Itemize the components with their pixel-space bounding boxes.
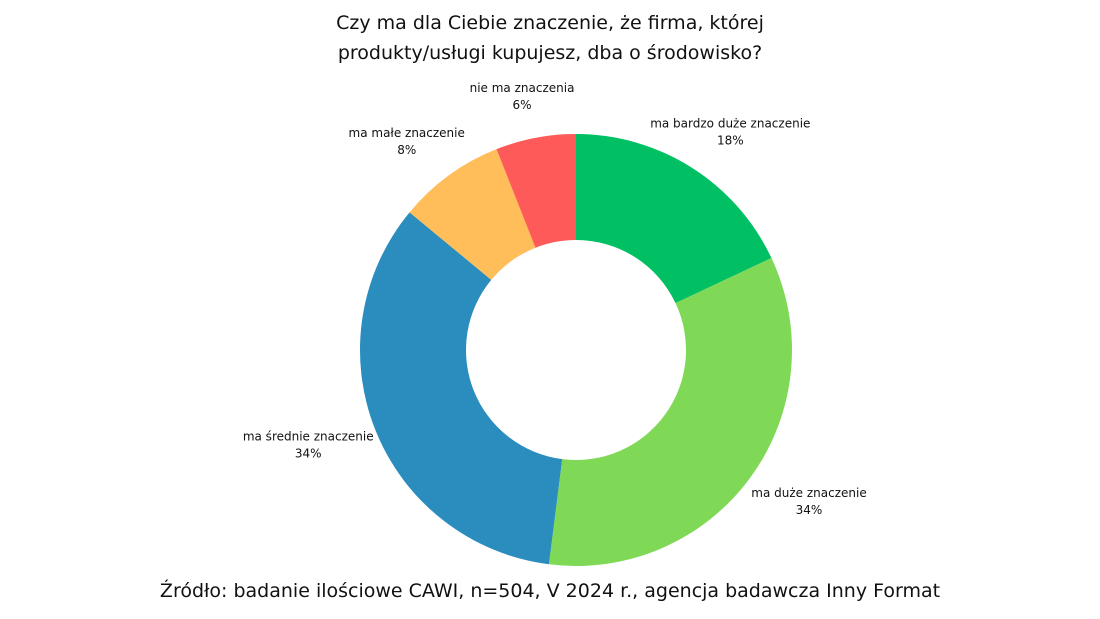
slice-value-label: 34% [796, 503, 823, 517]
slice-value-label: 6% [513, 98, 532, 112]
source-note: Źródło: badanie ilościowe CAWI, n=504, V… [159, 580, 941, 602]
slice-label: ma małe znaczenie [349, 126, 465, 140]
donut-slice [360, 212, 563, 565]
slice-value-label: 18% [717, 134, 744, 148]
slice-label: ma duże znaczenie [751, 486, 866, 500]
donut-slice [409, 149, 536, 280]
slice-label: ma średnie znaczenie [243, 429, 374, 443]
slice-value-label: 8% [397, 143, 416, 157]
slice-label: ma bardzo duże znaczenie [650, 117, 810, 131]
donut-slice [496, 134, 576, 248]
chart-title: Czy ma dla Ciebie znaczenie, że firma, k… [336, 12, 764, 64]
slice-value-label: 34% [295, 446, 322, 460]
donut-slice [548, 258, 792, 566]
slice-label: nie ma znaczenia [470, 81, 575, 95]
donut-slice [576, 134, 772, 304]
